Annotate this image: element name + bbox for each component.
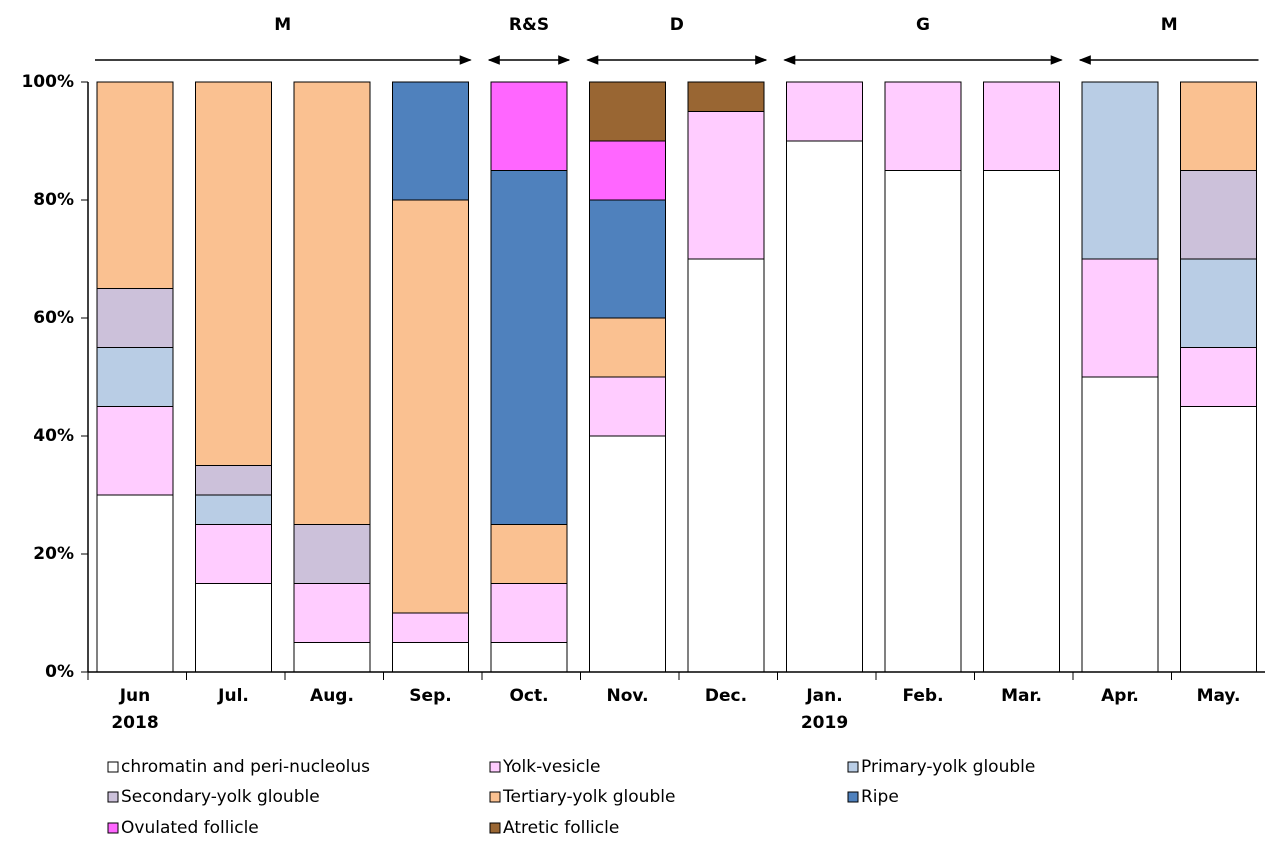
x-tick-label: Nov. (606, 686, 648, 706)
bar-segment (96, 81, 174, 289)
phase-label: D (670, 15, 684, 35)
legend-swatch (107, 761, 119, 773)
legend-label: Atretic follicle (503, 818, 619, 838)
legend-label: Ovulated follicle (121, 818, 259, 838)
bar-segment (884, 81, 962, 171)
bar-segment (1180, 258, 1257, 348)
bar-segment (1180, 81, 1257, 171)
bar-segment (293, 524, 371, 584)
phase-label: R&S (509, 15, 549, 35)
legend-swatch (847, 791, 859, 803)
y-tick-label: 100% (21, 72, 74, 92)
x-tick-label: Dec. (705, 686, 747, 706)
x-tick-label: Sep. (409, 686, 451, 706)
bar-segment (589, 81, 666, 142)
x-tick-label: Mar. (1001, 686, 1042, 706)
y-tick-label: 60% (33, 308, 74, 328)
bar-segment (293, 81, 371, 525)
legend-label: Primary-yolk glouble (861, 757, 1035, 777)
legend-swatch (489, 822, 501, 834)
bar-segment (195, 583, 272, 673)
bar-segment (1081, 81, 1159, 260)
bar-segment (1180, 347, 1257, 407)
legend-swatch (107, 791, 119, 803)
y-tick-label: 40% (33, 426, 74, 446)
bar-segment (1081, 258, 1159, 378)
bar-segment (96, 347, 174, 407)
x-tick-label: Aug. (310, 686, 354, 706)
x-sublabel: 2019 (801, 713, 848, 733)
x-tick-label: Jan. (805, 686, 842, 706)
bar-segment (786, 140, 863, 673)
x-tick-label: Jun (119, 686, 151, 706)
y-tick-label: 80% (33, 190, 74, 210)
bar-segment (96, 494, 174, 673)
bar-segment (96, 406, 174, 496)
legend-swatch (107, 822, 119, 834)
bar-segment (786, 81, 863, 142)
bar-segment (589, 199, 666, 319)
bar-segment (392, 81, 469, 201)
bar-segment (195, 524, 272, 584)
x-sublabel: 2018 (111, 713, 158, 733)
x-tick-label: Apr. (1101, 686, 1139, 706)
bar-segment (589, 376, 666, 437)
x-tick-label: Feb. (902, 686, 943, 706)
phase-label: M (274, 15, 291, 35)
bar-segment (490, 583, 568, 643)
bar-segment (392, 642, 469, 673)
bar-segment (589, 140, 666, 201)
y-tick-label: 20% (33, 544, 74, 564)
bar-segment (1180, 170, 1257, 260)
bar-segment (490, 642, 568, 673)
phase-label: G (916, 15, 930, 35)
bar-segment (96, 288, 174, 348)
bar-segment (490, 81, 568, 171)
legend-swatch (847, 761, 859, 773)
legend-label: chromatin and peri-nucleolus (121, 757, 370, 777)
phase-label: M (1161, 15, 1178, 35)
bar-segment (195, 81, 272, 466)
bar-segment (293, 642, 371, 673)
legend-label: Yolk-vesicle (502, 757, 600, 777)
bar-segment (195, 465, 272, 496)
bar-segment (1081, 376, 1159, 673)
legend-label: Ripe (861, 787, 899, 807)
bar-segment (195, 494, 272, 525)
legend-label: Tertiary-yolk glouble (502, 787, 675, 807)
legend-swatch (489, 761, 501, 773)
bar-segment (1180, 406, 1257, 673)
y-tick-label: 0% (45, 662, 74, 682)
bar-segment (687, 81, 765, 112)
x-tick-label: Oct. (509, 686, 548, 706)
bar-segment (884, 170, 962, 673)
x-tick-label: May. (1197, 686, 1241, 706)
bar-segment (687, 258, 765, 673)
bar-segment (687, 111, 765, 260)
bar-segment (589, 435, 666, 673)
legend-label: Secondary-yolk glouble (121, 787, 320, 807)
legend-swatch (489, 791, 501, 803)
bar-segment (490, 524, 568, 584)
x-tick-label: Jul. (217, 686, 249, 706)
bar-segment (490, 170, 568, 525)
bar-segment (983, 81, 1060, 171)
bar-segment (983, 170, 1060, 673)
bar-segment (293, 583, 371, 643)
bar-segment (392, 199, 469, 614)
bar-segment (589, 317, 666, 378)
bar-segment (392, 612, 469, 643)
